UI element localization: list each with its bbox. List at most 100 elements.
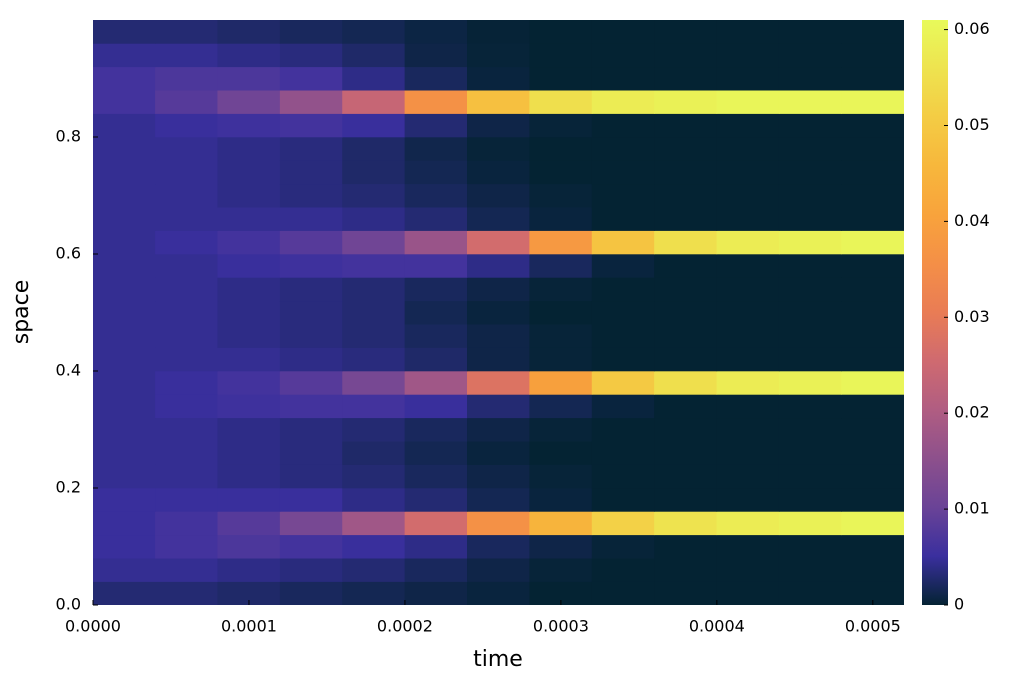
heatmap-cell — [93, 113, 156, 138]
heatmap-cell — [217, 136, 281, 161]
heatmap-cell — [467, 347, 530, 372]
heatmap-cell — [716, 230, 780, 255]
heatmap-cell — [654, 66, 718, 91]
x-tick-label: 0.0001 — [221, 617, 277, 636]
heatmap-cell — [93, 230, 156, 255]
heatmap-cell — [654, 370, 718, 395]
heatmap-cell — [217, 300, 281, 325]
heatmap-cell — [342, 417, 406, 442]
heatmap-cell — [93, 43, 156, 68]
heatmap-cell — [155, 464, 219, 489]
heatmap-cell — [279, 440, 343, 465]
heatmap-cell — [342, 66, 406, 91]
heatmap-cell — [841, 206, 904, 231]
x-tick-label: 0.0000 — [65, 617, 121, 636]
heatmap-cell — [342, 113, 406, 138]
heatmap-cell — [93, 370, 156, 395]
heatmap-cell — [591, 417, 655, 442]
heatmap-cell — [155, 370, 219, 395]
heatmap-cell — [778, 20, 842, 44]
heatmap-cell — [467, 206, 530, 231]
y-axis-label: space — [9, 280, 34, 345]
heatmap-cell — [279, 323, 343, 348]
colorbar-tick-label: 0.04 — [954, 211, 990, 230]
heatmap-cell — [591, 230, 655, 255]
heatmap-cell — [217, 557, 281, 582]
heatmap-cell — [155, 417, 219, 442]
heatmap-cell — [529, 277, 593, 302]
heatmap-cell — [93, 66, 156, 91]
heatmap-cell — [591, 464, 655, 489]
heatmap-cell — [591, 66, 655, 91]
heatmap-cell — [591, 347, 655, 372]
heatmap-cell — [279, 43, 343, 68]
colorbar — [922, 20, 948, 605]
heatmap-cell — [778, 277, 842, 302]
heatmap-cell — [217, 160, 281, 185]
heatmap-cell — [342, 43, 406, 68]
heatmap-cell — [279, 300, 343, 325]
heatmap-cell — [716, 43, 780, 68]
heatmap-cell — [217, 440, 281, 465]
heatmap-cell — [778, 557, 842, 582]
heatmap-cell — [716, 89, 780, 114]
heatmap-cell — [529, 66, 593, 91]
heatmap-cell — [778, 581, 842, 605]
heatmap-cell — [778, 534, 842, 559]
heatmap-cell — [716, 487, 780, 512]
heatmap-cell — [279, 230, 343, 255]
x-tick-label: 0.0002 — [377, 617, 433, 636]
heatmap-cell — [778, 511, 842, 536]
heatmap-cell — [778, 347, 842, 372]
heatmap-cell — [778, 417, 842, 442]
heatmap-cell — [217, 183, 281, 208]
heatmap-cell — [529, 253, 593, 278]
heatmap-cell — [716, 464, 780, 489]
heatmap-cell — [716, 557, 780, 582]
heatmap-cell — [279, 370, 343, 395]
heatmap-cell — [716, 323, 780, 348]
heatmap-cell — [778, 487, 842, 512]
heatmap-cell — [654, 487, 718, 512]
heatmap-cell — [467, 581, 530, 605]
heatmap-cell — [778, 206, 842, 231]
heatmap-cell — [591, 581, 655, 605]
heatmap-cell — [404, 206, 468, 231]
colorbar-tick-label: 0.03 — [954, 307, 990, 326]
heatmap-cell — [778, 440, 842, 465]
heatmap-cell — [591, 534, 655, 559]
heatmap-cell — [93, 160, 156, 185]
heatmap-cell — [529, 487, 593, 512]
heatmap-cell — [591, 557, 655, 582]
heatmap-cell — [404, 534, 468, 559]
x-axis-label: time — [473, 647, 523, 672]
heatmap-cell — [342, 206, 406, 231]
heatmap-cell — [591, 206, 655, 231]
heatmap-cell — [654, 277, 718, 302]
heatmap-cell — [342, 581, 406, 605]
heatmap-cell — [841, 66, 904, 91]
heatmap-cell — [778, 300, 842, 325]
heatmap-cell — [716, 206, 780, 231]
heatmap-cell — [778, 66, 842, 91]
heatmap-cell — [778, 323, 842, 348]
heatmap-cell — [404, 487, 468, 512]
heatmap-cell — [279, 347, 343, 372]
heatmap-cell — [279, 113, 343, 138]
heatmap-cell — [716, 20, 780, 44]
heatmap-cell — [342, 183, 406, 208]
heatmap-cell — [716, 394, 780, 419]
heatmap-cell — [841, 511, 904, 536]
heatmap-cell — [716, 581, 780, 605]
colorbar-tick-label: 0.02 — [954, 403, 990, 422]
heatmap-cell — [591, 113, 655, 138]
heatmap-cell — [654, 300, 718, 325]
heatmap-cell — [778, 136, 842, 161]
heatmap-cell — [155, 43, 219, 68]
heatmap-cell — [217, 277, 281, 302]
heatmap-cell — [342, 534, 406, 559]
heatmap-cell — [93, 557, 156, 582]
heatmap-cell — [841, 417, 904, 442]
heatmap-cell — [279, 464, 343, 489]
heatmap-cell — [841, 440, 904, 465]
